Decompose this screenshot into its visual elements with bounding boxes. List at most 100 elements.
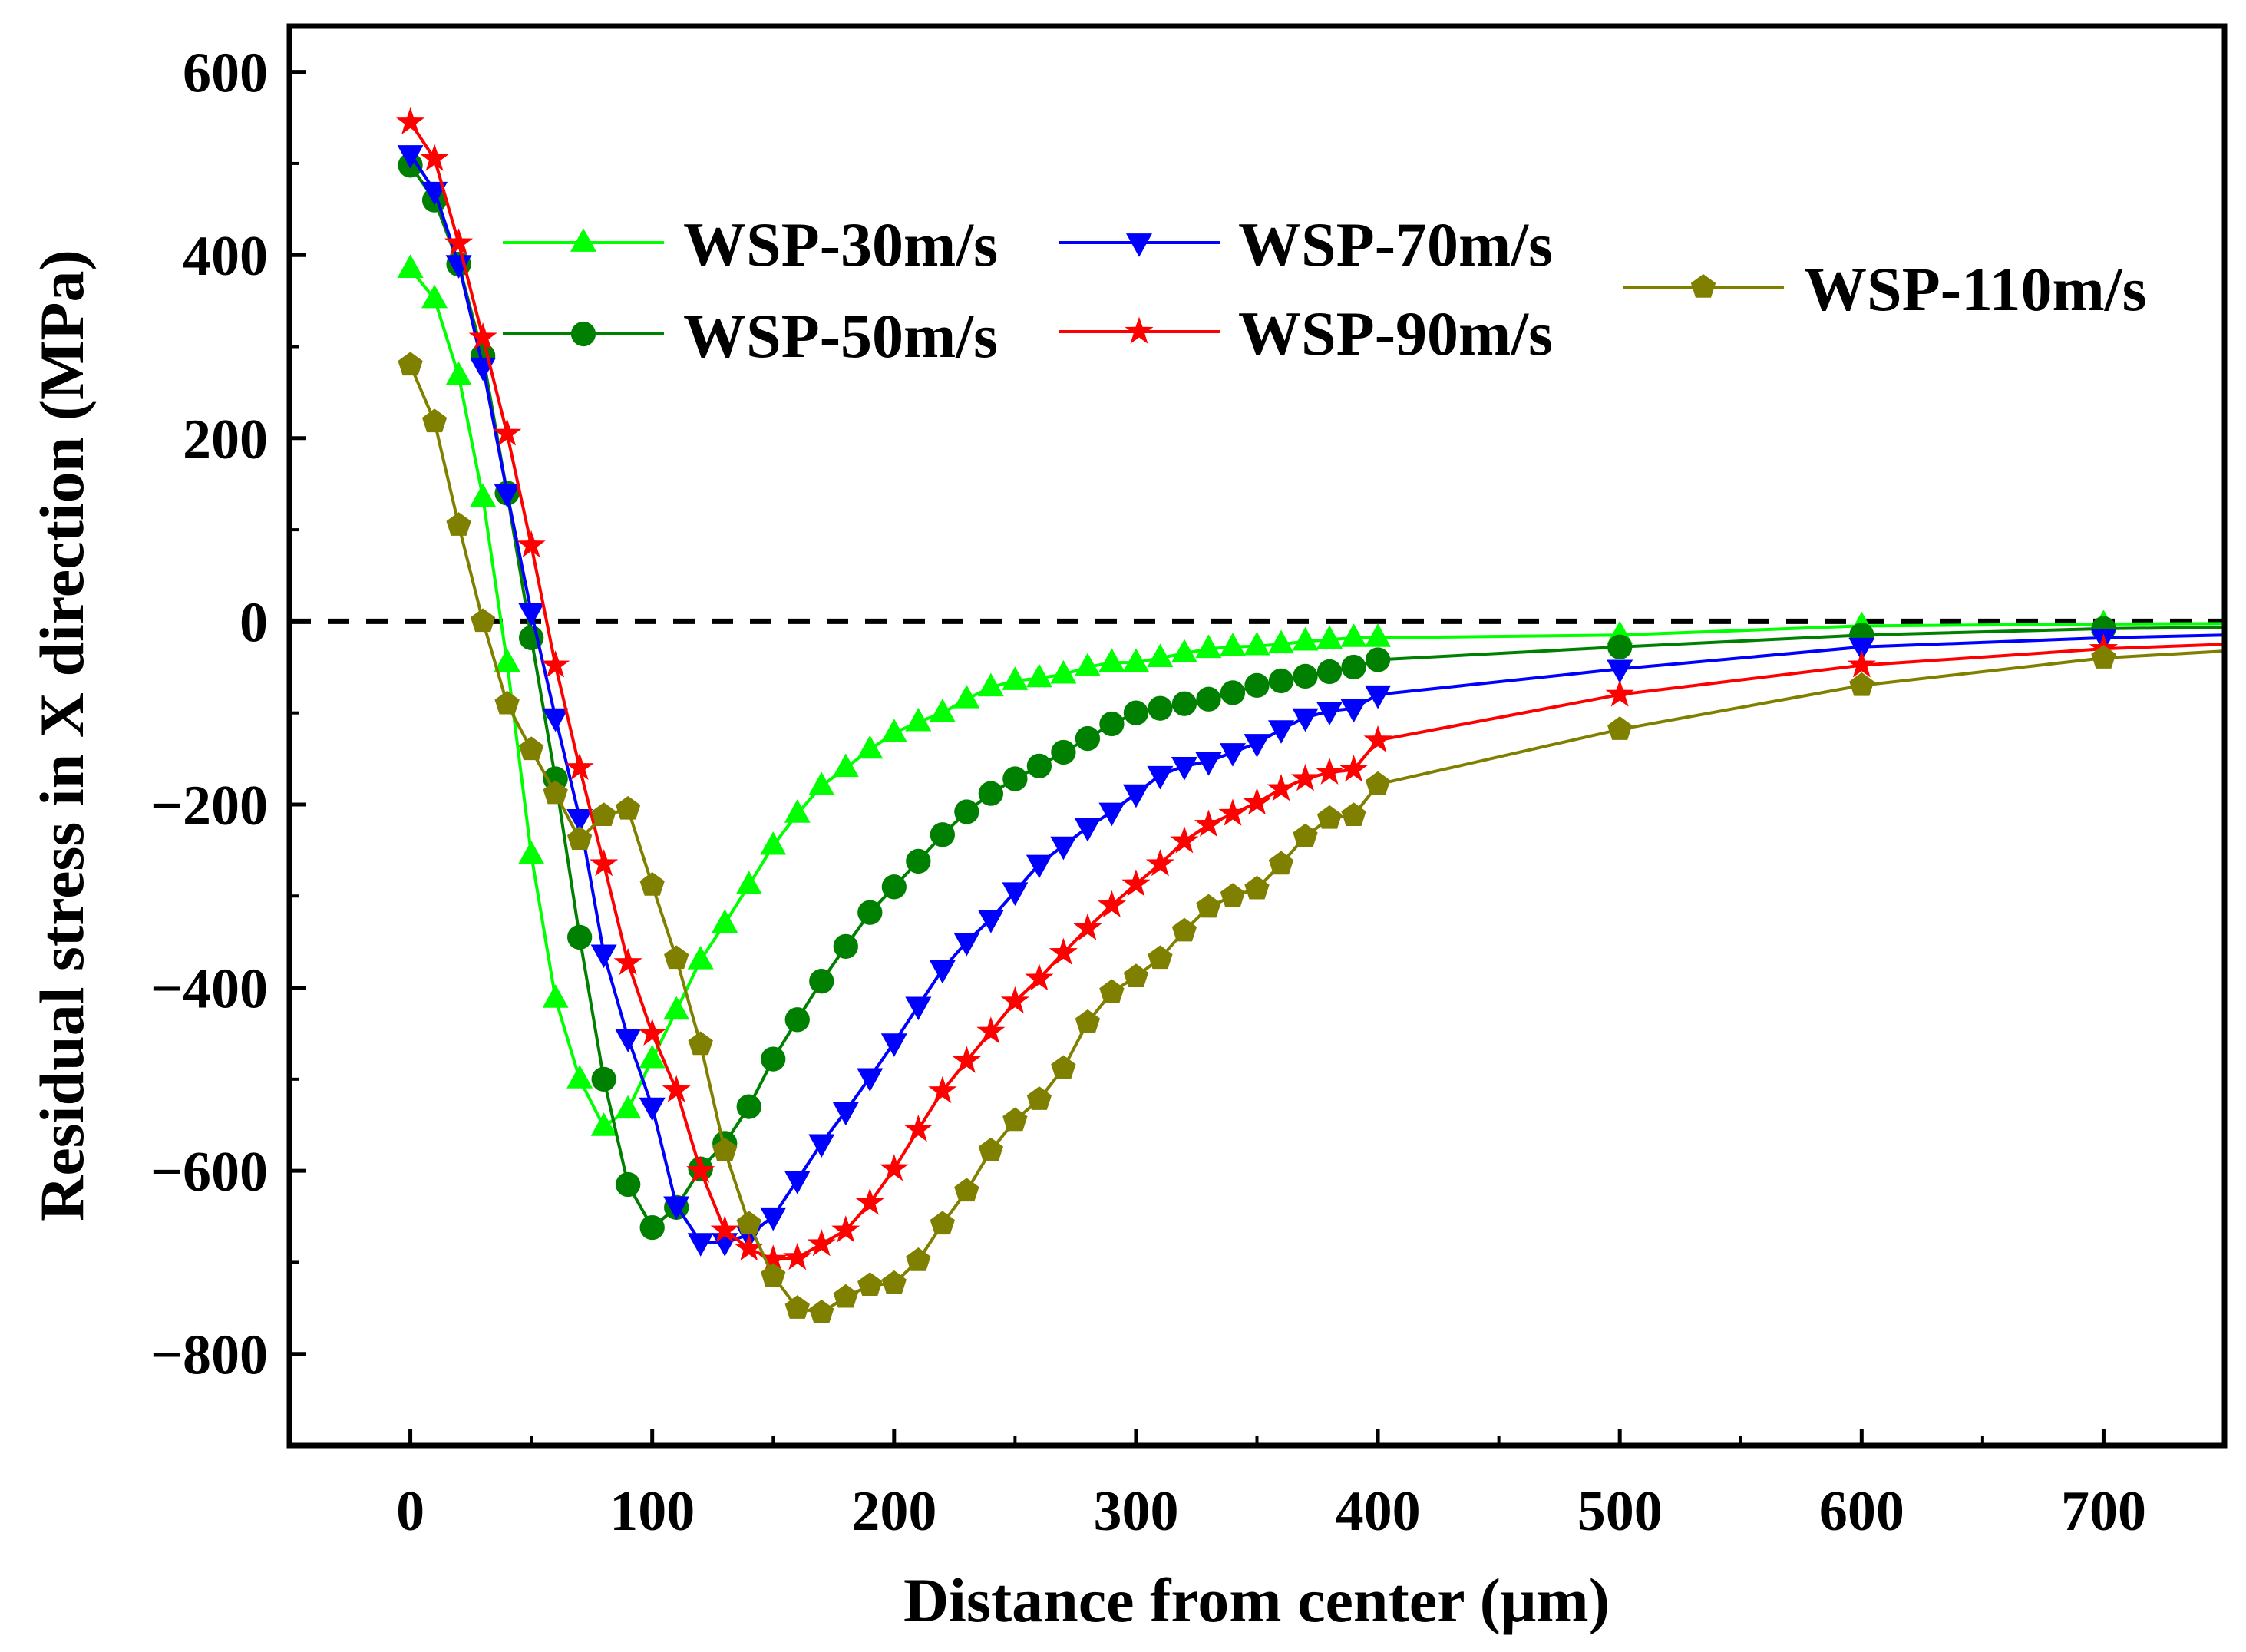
data-point — [397, 254, 424, 279]
data-point — [1316, 805, 1343, 829]
legend-item: WSP-50m/s — [503, 301, 998, 371]
data-point — [542, 708, 569, 732]
data-point — [1002, 666, 1029, 690]
data-point — [784, 1295, 810, 1319]
data-point — [688, 1031, 713, 1056]
y-tick-label: −400 — [150, 958, 268, 1021]
series-wsp-70m-s — [397, 145, 2225, 1257]
y-tick-label: −600 — [150, 1141, 268, 1204]
data-point — [566, 826, 593, 851]
data-point — [1316, 659, 1343, 685]
data-point — [1050, 659, 1077, 684]
data-point — [977, 672, 1004, 697]
data-point — [591, 802, 616, 827]
data-point — [857, 1068, 884, 1092]
data-point — [446, 512, 471, 536]
data-point — [1147, 643, 1174, 668]
data-point — [1292, 708, 1319, 732]
data-point — [395, 107, 425, 135]
data-point — [712, 1137, 738, 1161]
series-wsp-110m-s — [398, 352, 2225, 1323]
data-point — [567, 924, 593, 950]
data-point — [954, 799, 979, 824]
data-point — [615, 1095, 642, 1119]
data-point — [977, 910, 1004, 933]
data-point — [1122, 784, 1149, 808]
y-tick-label: 600 — [183, 42, 268, 105]
data-point — [687, 1233, 714, 1257]
series-wsp-50m-s — [398, 153, 2225, 1241]
data-point — [663, 1196, 690, 1221]
data-point — [1121, 869, 1151, 897]
data-point — [930, 1211, 956, 1235]
data-point — [638, 1018, 667, 1046]
data-point — [758, 1244, 788, 1272]
data-point — [952, 1046, 981, 1073]
data-point — [905, 707, 932, 732]
data-point — [1171, 639, 1197, 663]
data-point — [687, 946, 714, 970]
data-point — [1171, 917, 1197, 942]
data-point — [517, 530, 546, 558]
data-point — [857, 900, 883, 925]
data-point — [978, 781, 1004, 806]
data-point — [880, 1154, 909, 1181]
data-point — [903, 1114, 933, 1142]
data-point — [1073, 913, 1102, 940]
data-point — [566, 808, 593, 833]
data-point — [809, 1300, 834, 1323]
data-point — [1195, 634, 1222, 659]
data-point — [1244, 875, 1270, 900]
data-point — [1026, 663, 1052, 688]
x-tick-label: 100 — [609, 1480, 695, 1543]
data-point — [421, 181, 448, 206]
data-point — [664, 945, 689, 970]
data-point — [541, 650, 570, 678]
data-point — [1074, 818, 1101, 842]
y-tick-label: 400 — [183, 225, 268, 288]
y-tick-label: −200 — [150, 775, 268, 838]
data-point — [613, 947, 642, 976]
legend-item: WSP-30m/s — [503, 210, 998, 279]
data-point — [1147, 765, 1174, 790]
data-point — [1316, 702, 1343, 725]
data-point — [542, 984, 569, 1008]
data-point — [1000, 986, 1029, 1014]
data-point — [1148, 945, 1173, 970]
data-point — [518, 840, 545, 864]
data-point — [1293, 663, 1318, 689]
data-point — [566, 1065, 593, 1089]
data-point — [1244, 631, 1270, 656]
data-point — [954, 1178, 979, 1202]
data-point — [832, 1102, 859, 1126]
y-axis-title: Residual stress in X direction (MPa) — [27, 249, 97, 1221]
data-point — [1607, 634, 1633, 659]
data-point — [928, 1075, 957, 1104]
data-point — [590, 1112, 617, 1136]
legend-marker — [1125, 316, 1154, 344]
data-point — [518, 603, 545, 627]
data-point — [1340, 699, 1367, 723]
data-point — [1025, 963, 1054, 991]
y-tick-label: 0 — [239, 591, 268, 654]
data-point — [444, 228, 474, 256]
data-point — [881, 1270, 907, 1294]
data-point — [1099, 979, 1125, 1003]
data-point — [809, 969, 834, 994]
data-point — [1340, 623, 1367, 647]
data-point — [1847, 650, 1876, 678]
data-point — [1196, 894, 1221, 918]
data-point — [905, 996, 932, 1021]
data-point — [615, 1029, 642, 1052]
data-point — [565, 752, 594, 781]
data-point — [1268, 629, 1295, 654]
data-point — [1316, 625, 1343, 649]
data-point — [1315, 757, 1344, 785]
data-point — [421, 284, 448, 309]
data-point — [1365, 647, 1391, 672]
data-point — [663, 996, 690, 1020]
data-point — [808, 1134, 835, 1158]
data-point — [397, 145, 424, 169]
